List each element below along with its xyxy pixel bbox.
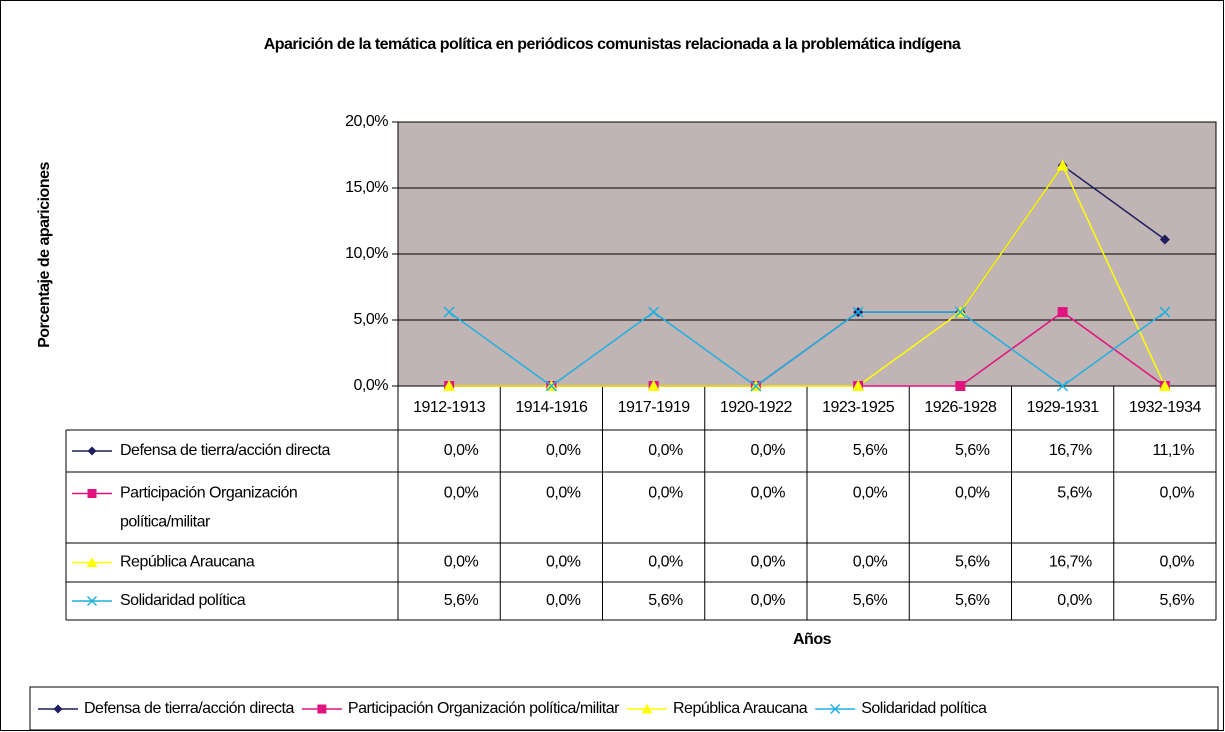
table-row-label: Participación Organización política/milit… (120, 485, 297, 531)
table-cell: 0,0% (444, 442, 479, 459)
table-row-label: República Araucana (120, 554, 255, 571)
table-cell: 0,0% (648, 442, 683, 459)
table-cell: 0,0% (1057, 592, 1092, 609)
legend-marker (641, 703, 653, 714)
table-cell: 0,0% (853, 485, 888, 502)
legend-marker (830, 703, 841, 715)
marker (545, 380, 557, 392)
table-cell: 0,0% (1160, 485, 1195, 502)
table-cell: 5,6% (648, 592, 683, 609)
marker (1159, 306, 1171, 318)
table-row-label: Solidaridad política (120, 592, 246, 609)
table-cell: 0,0% (648, 485, 683, 502)
series-line (449, 164, 1166, 387)
x-tick-label: 1923-1925 (822, 399, 895, 416)
series-line (448, 311, 1166, 387)
legend-label: Solidaridad política (861, 700, 987, 717)
table-cell: 0,0% (751, 442, 786, 459)
marker (1057, 307, 1068, 318)
legend-marker (317, 704, 327, 714)
y-tick-label: 10,0% (345, 245, 388, 262)
legend-marker (86, 557, 98, 567)
table-row-label: Defensa de tierra/acción directa (120, 442, 331, 459)
y-tick-label: 5,0% (354, 311, 389, 328)
marker (852, 380, 865, 391)
marker (1056, 159, 1069, 171)
marker (954, 306, 966, 318)
marker (1159, 234, 1170, 245)
table-cell: 16,7% (1049, 442, 1092, 459)
y-tick-label: 0,0% (354, 377, 389, 394)
table-cell: 11,1% (1152, 442, 1194, 459)
table-cell: 5,6% (853, 592, 888, 609)
table-cell: 5,6% (1057, 485, 1092, 502)
table-cell: 16,7% (1049, 554, 1092, 571)
marker (852, 306, 864, 318)
table-cell: 0,0% (1160, 554, 1195, 571)
marker (1057, 380, 1069, 392)
table-cell: 5,6% (853, 442, 888, 459)
table-cell: 0,0% (546, 442, 581, 459)
table-cell: 0,0% (955, 485, 990, 502)
legend-label: Defensa de tierra/acción directa (84, 700, 295, 717)
marker (647, 380, 660, 391)
marker (955, 381, 966, 391)
legend-marker (53, 704, 63, 714)
marker (443, 306, 455, 318)
legend-marker (87, 489, 97, 498)
table-cell: 0,0% (751, 592, 786, 609)
table-cell: 5,6% (955, 554, 990, 571)
x-tick-label: 1912-1913 (413, 399, 486, 416)
y-axis-title: Porcentaje de apariciones (36, 162, 53, 348)
table-cell: 0,0% (853, 554, 888, 571)
table-cell: 0,0% (751, 554, 786, 571)
table-cell: 5,6% (1160, 592, 1195, 609)
x-tick-label: 1917-1919 (618, 399, 691, 416)
legend-label: República Araucana (673, 700, 808, 717)
table-cell: 0,0% (751, 485, 786, 502)
marker (443, 380, 456, 391)
table-cell: 0,0% (444, 554, 479, 571)
marker (1158, 380, 1171, 391)
table-cell: 0,0% (546, 592, 581, 609)
legend-label: Participación Organización política/mili… (348, 700, 620, 717)
table-cell: 0,0% (546, 485, 581, 502)
x-tick-label: 1914-1916 (515, 399, 588, 416)
table-cell: 5,6% (444, 592, 479, 609)
legend-box (29, 686, 1219, 731)
table-cell: 0,0% (648, 554, 683, 571)
x-tick-label: 1932-1934 (1129, 399, 1202, 416)
legend-marker (86, 595, 98, 607)
table-cell: 5,6% (955, 442, 990, 459)
x-axis-title: Años (793, 631, 832, 648)
legend-marker (87, 446, 97, 456)
y-tick-label: 20,0% (345, 113, 388, 130)
table-cell: 0,0% (444, 485, 479, 502)
marker (750, 380, 762, 392)
table-cell: 0,0% (546, 554, 581, 571)
x-tick-label: 1926-1928 (924, 399, 997, 416)
chart-title: Aparición de la temática política en per… (264, 36, 961, 53)
table-cell: 5,6% (955, 592, 990, 609)
marker (648, 306, 660, 318)
x-tick-label: 1920-1922 (720, 399, 793, 416)
x-tick-label: 1929-1931 (1027, 399, 1100, 416)
y-tick-label: 15,0% (345, 179, 388, 196)
